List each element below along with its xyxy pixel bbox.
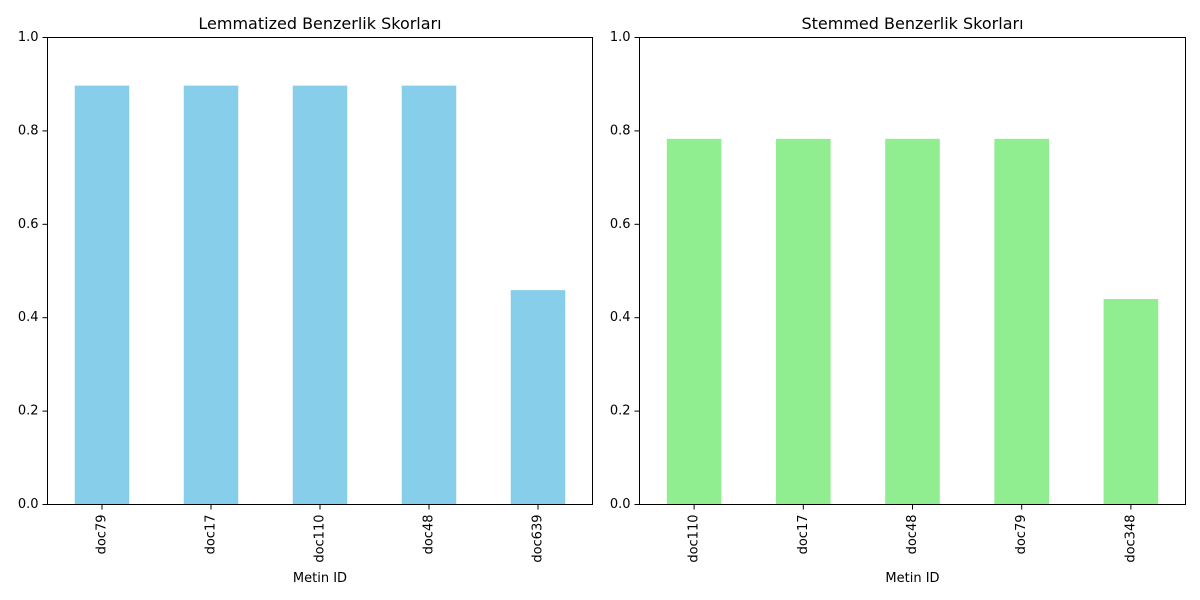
x-tick-label: doc17 [796,515,811,555]
x-tick-label: doc17 [204,515,219,555]
x-tick-label: doc79 [95,515,110,555]
bar-doc79 [994,138,1049,505]
bar-doc48 [401,85,457,505]
y-tick-label: 0.8 [18,123,39,138]
y-tick-label: 0.6 [18,217,39,232]
y-tick-label: 0.2 [18,404,39,419]
bar-doc17 [776,138,831,505]
y-tick-label: 0.2 [610,404,631,419]
bar-group [74,85,566,505]
x-tick-label: doc110 [313,515,328,563]
y-tick-label: 1.0 [610,30,631,45]
bar-doc110 [666,138,722,505]
y-tick-label: 0.4 [610,310,631,325]
bar-doc17 [183,85,239,505]
chart-lemmatized: Lemmatized Benzerlik Skorları 0.00.20.40… [18,14,593,586]
bar-doc110 [292,85,348,505]
chart-title: Lemmatized Benzerlik Skorları [198,14,441,33]
y-tick-label: 0.0 [610,497,631,512]
x-tick-label: doc110 [687,515,702,563]
x-axis: doc110 doc17 doc48 doc79 doc348 [687,504,1138,563]
bar-group [666,138,1159,505]
x-tick-label: doc48 [422,515,437,555]
bar-doc348 [1103,299,1159,505]
x-axis-label: Metin ID [885,571,939,586]
y-tick-label: 0.8 [610,123,631,138]
y-tick-label: 0.0 [18,497,39,512]
y-tick-label: 1.0 [18,30,39,45]
chart-title: Stemmed Benzerlik Skorları [801,14,1023,33]
y-tick-label: 0.6 [610,217,631,232]
x-tick-label: doc79 [1014,515,1029,555]
plot-frame [639,37,1186,505]
bar-doc48 [885,138,940,505]
x-axis: doc79 doc17 doc110 doc48 doc639 [95,504,546,563]
x-tick-label: doc48 [905,515,920,555]
bar-doc639 [510,290,566,505]
y-axis: 0.0 0.2 0.4 0.6 0.8 1.0 [610,30,640,512]
chart-stemmed: Stemmed Benzerlik Skorları 0.00.20.40.60… [610,14,1186,586]
x-axis-label: Metin ID [293,571,347,586]
y-axis: 0.0 0.2 0.4 0.6 0.8 1.0 [18,30,48,512]
x-tick-label: doc639 [531,515,546,563]
x-tick-label: doc348 [1123,515,1138,563]
bar-doc79 [74,85,130,505]
y-tick-label: 0.4 [18,310,39,325]
plot-frame [47,37,593,505]
